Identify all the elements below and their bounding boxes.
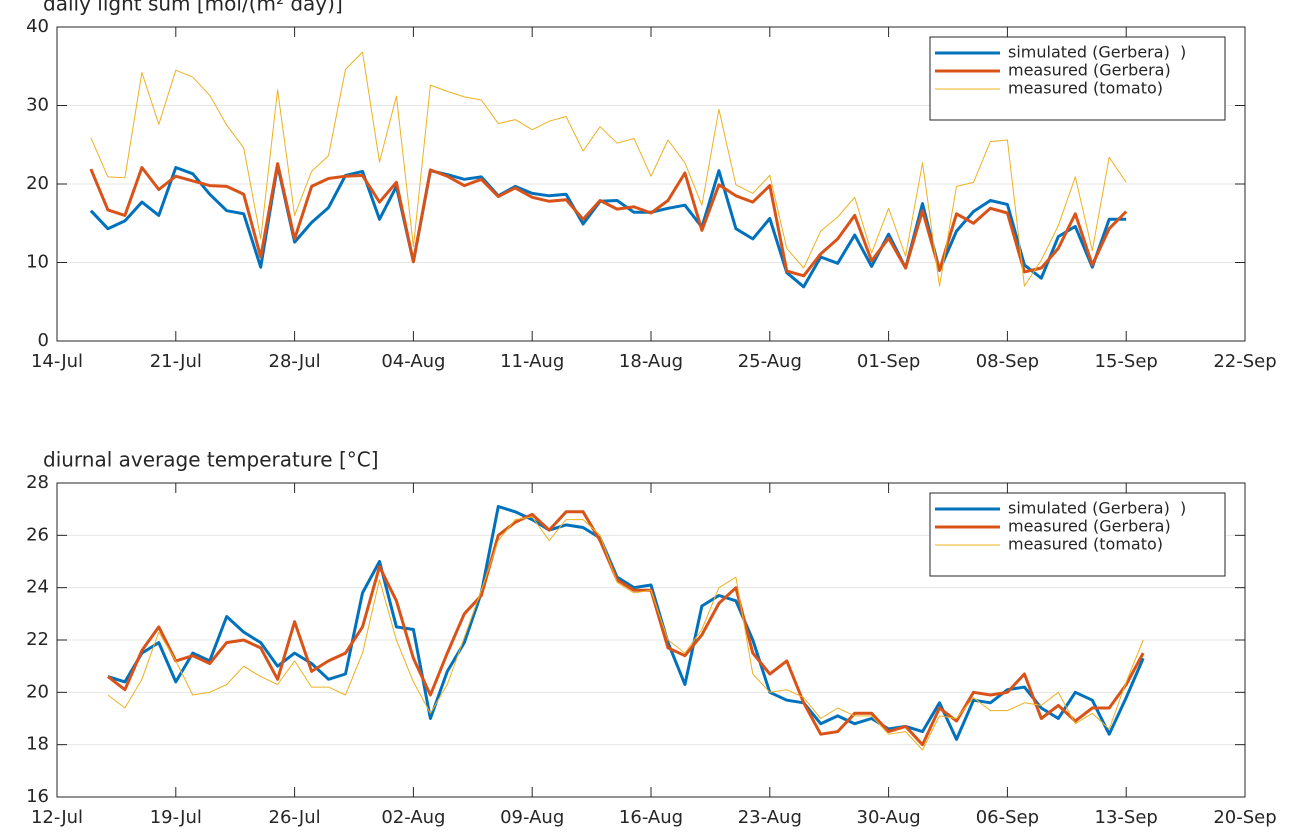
x-tick-label: 09-Aug: [500, 807, 564, 828]
legend-label: measured (tomato): [1008, 535, 1163, 554]
x-tick-label: 06-Sep: [976, 807, 1039, 828]
x-tick-label: 01-Sep: [857, 351, 920, 372]
y-tick-label: 0: [38, 330, 49, 351]
y-tick-label: 28: [26, 472, 49, 493]
data-line: [89, 162, 1128, 278]
y-tick-label: 40: [26, 16, 49, 37]
y-tick-label: 18: [26, 734, 49, 755]
x-tick-label: 30-Aug: [857, 807, 921, 828]
x-tick-label: 25-Aug: [738, 351, 802, 372]
x-tick-label: 13-Sep: [1095, 807, 1158, 828]
x-tick-label: 28-Jul: [269, 351, 321, 372]
legend-label: simulated (Gerbera) ): [1008, 43, 1186, 62]
x-tick-label: 02-Aug: [381, 807, 445, 828]
legend-label: measured (tomato): [1008, 79, 1163, 98]
x-tick-label: 12-Jul: [31, 807, 83, 828]
y-tick-label: 22: [26, 629, 49, 650]
data-line: [106, 510, 1145, 747]
chart-title: daily light sum [mol/(m² day)]: [43, 0, 343, 16]
x-tick-label: 26-Jul: [269, 807, 321, 828]
data-line: [89, 163, 1127, 289]
x-tick-label: 15-Sep: [1095, 351, 1158, 372]
x-tick-label: 19-Jul: [150, 807, 202, 828]
x-tick-label: 21-Jul: [150, 351, 202, 372]
y-tick-label: 24: [26, 577, 49, 598]
y-tick-label: 20: [26, 173, 49, 194]
x-tick-label: 04-Aug: [381, 351, 445, 372]
x-tick-label: 11-Aug: [500, 351, 564, 372]
chart-title: diurnal average temperature [°C]: [43, 448, 379, 472]
y-tick-label: 26: [26, 524, 49, 545]
x-tick-label: 08-Sep: [976, 351, 1039, 372]
x-tick-label: 16-Aug: [619, 807, 683, 828]
legend-label: measured (Gerbera): [1008, 517, 1171, 536]
legend-label: measured (Gerbera): [1008, 61, 1171, 80]
y-tick-label: 20: [26, 681, 49, 702]
data-line: [107, 505, 1145, 741]
data-line: [90, 51, 1127, 287]
x-tick-label: 22-Sep: [1213, 351, 1276, 372]
x-tick-label: 23-Aug: [738, 807, 802, 828]
x-tick-label: 14-Jul: [31, 351, 83, 372]
x-tick-label: 20-Sep: [1213, 807, 1276, 828]
y-tick-label: 30: [26, 95, 49, 116]
legend-box: [929, 492, 1226, 577]
axes-box: [56, 482, 1246, 798]
x-tick-label: 18-Aug: [619, 351, 683, 372]
axes-box: [56, 26, 1246, 342]
data-line: [107, 516, 1144, 751]
y-tick-label: 10: [26, 252, 49, 273]
legend-label: simulated (Gerbera) ): [1008, 499, 1186, 518]
legend-box: [929, 36, 1226, 121]
y-tick-label: 16: [26, 786, 49, 807]
